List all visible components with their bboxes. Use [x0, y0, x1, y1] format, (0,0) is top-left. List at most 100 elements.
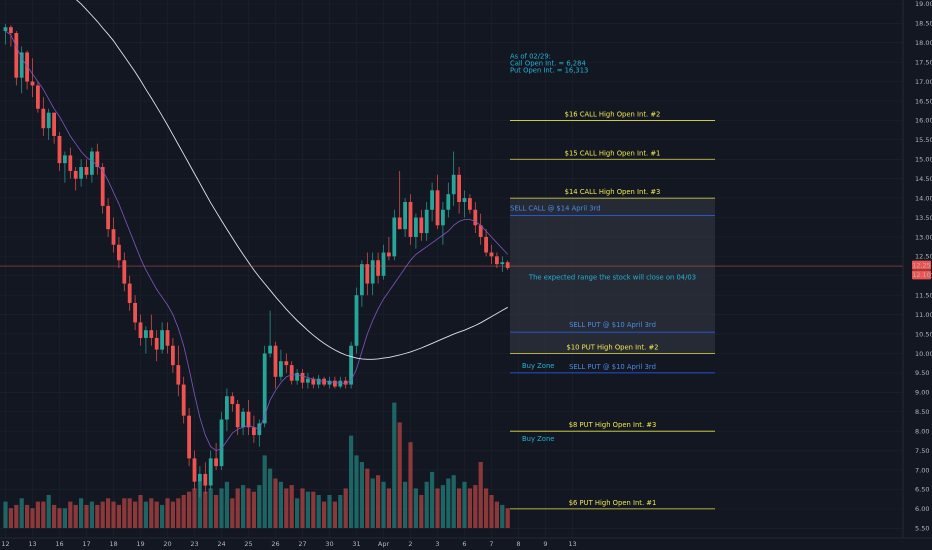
time-tick-label: 27	[298, 540, 306, 548]
candle-body	[441, 209, 445, 226]
volume-bar	[25, 504, 30, 528]
candle-body	[73, 170, 78, 179]
volume-bar	[79, 498, 84, 528]
candle-body	[117, 244, 121, 261]
volume-bar	[435, 488, 440, 528]
volume-bar	[419, 495, 424, 528]
price-tick-label: 11.50	[915, 292, 932, 300]
candle-body	[349, 345, 353, 385]
volume-bar	[257, 485, 262, 528]
volume-bar	[214, 495, 219, 528]
time-tick-label: 19	[136, 540, 144, 548]
volume-bar	[408, 442, 413, 528]
candle-body	[36, 85, 40, 109]
time-axis[interactable]: 12 13 16 17 18 19 20 23 24 25 26 27 30 31 Apr 2 3 6 7 8 9 13	[0, 537, 932, 550]
candle-body	[3, 27, 8, 32]
price-tick-label: 11.00	[915, 311, 932, 319]
price-axis[interactable]: 5.50 6.00 6.50 7.00 7.50 8.00 8.50 9.00 9.50 10.0…	[902, 0, 932, 538]
time-tick-label: 25	[244, 540, 252, 548]
open-interest-level-label: $6 PUT High Open Int. #1	[569, 499, 657, 507]
volume-bar	[122, 498, 127, 528]
volume-bar	[500, 504, 505, 528]
candle-body	[181, 384, 186, 416]
candle-body	[343, 380, 348, 385]
time-tick-label: 9	[543, 540, 547, 548]
price-tick-label: 5.50	[915, 525, 929, 533]
time-tick-label: 16	[55, 540, 63, 548]
candlesticks	[3, 24, 510, 498]
price-tick-label: 14.50	[915, 175, 932, 183]
volume-bar	[370, 478, 375, 528]
volume-bar	[3, 501, 8, 528]
volume-bar	[262, 455, 267, 528]
time-tick-label: 8	[516, 540, 520, 548]
candle-body	[154, 337, 159, 350]
candle-body	[462, 198, 467, 202]
volume-bar	[224, 481, 229, 528]
candle-body	[489, 252, 494, 257]
candle-body	[246, 411, 251, 428]
candle-body	[187, 415, 191, 459]
volume-bar	[35, 501, 40, 528]
last-price-badge	[912, 260, 931, 270]
candle-body	[79, 167, 83, 179]
candle-body	[365, 264, 370, 284]
volume-bar	[165, 498, 170, 528]
volume-bar	[332, 501, 337, 528]
candle-body	[176, 365, 181, 385]
volume-bar	[484, 488, 489, 528]
candle-body	[268, 345, 272, 354]
candle-body	[90, 151, 94, 175]
candle-body	[478, 225, 483, 237]
volume-bar	[397, 422, 402, 528]
time-tick-label: 20	[163, 540, 171, 548]
candle-body	[419, 217, 424, 234]
time-tick-label: 24	[217, 540, 225, 548]
time-tick-label: 30	[325, 540, 333, 548]
volume-bar	[289, 485, 294, 528]
buy-zone-label: Buy Zone	[522, 435, 554, 443]
price-tick-label: 7.00	[915, 466, 929, 474]
volume-bar	[462, 481, 467, 528]
time-tick-label: 31	[352, 540, 360, 548]
volume-bar	[246, 488, 251, 528]
candle-body	[144, 330, 148, 338]
volume-bar	[305, 491, 310, 528]
volume-bar	[149, 498, 154, 528]
buy-zone-label: Buy Zone	[522, 362, 554, 370]
candle-body	[360, 264, 364, 296]
volume-bar	[413, 488, 418, 528]
volume-bar	[359, 462, 364, 528]
volume-bar	[89, 501, 94, 528]
price-tick-label: 13.50	[915, 214, 932, 222]
price-tick-label: 19.00	[915, 0, 932, 8]
volume-bar	[8, 508, 13, 528]
open-interest-level-label: $8 PUT High Open Int. #3	[569, 421, 657, 429]
candle-body	[165, 330, 170, 346]
candle-body	[9, 27, 13, 34]
volume-bar	[160, 504, 165, 528]
volume-bar	[106, 498, 111, 528]
volume-bar	[365, 468, 370, 528]
volume-bar	[316, 495, 321, 528]
last-price-badge	[912, 270, 931, 280]
candle-body	[127, 283, 132, 303]
volume-bar	[176, 498, 181, 528]
candle-body	[284, 361, 289, 366]
candle-body	[241, 411, 245, 428]
candle-body	[424, 209, 429, 234]
volume-bar	[84, 504, 89, 528]
volume-bar	[489, 495, 494, 528]
volume-bar	[300, 488, 305, 528]
expected-range-box	[510, 198, 715, 354]
candle-body	[381, 252, 386, 276]
volume-bar	[424, 481, 429, 528]
volume-bar	[41, 501, 46, 528]
candle-body	[505, 262, 510, 269]
volume-bar	[52, 504, 57, 528]
volume-bar	[14, 504, 19, 528]
option-sell-label: SELL PUT @ $10 April 3rd	[569, 363, 656, 371]
long-moving-average-line	[75, 0, 508, 360]
expected-range-label: The expected range the stock will close …	[528, 274, 696, 282]
